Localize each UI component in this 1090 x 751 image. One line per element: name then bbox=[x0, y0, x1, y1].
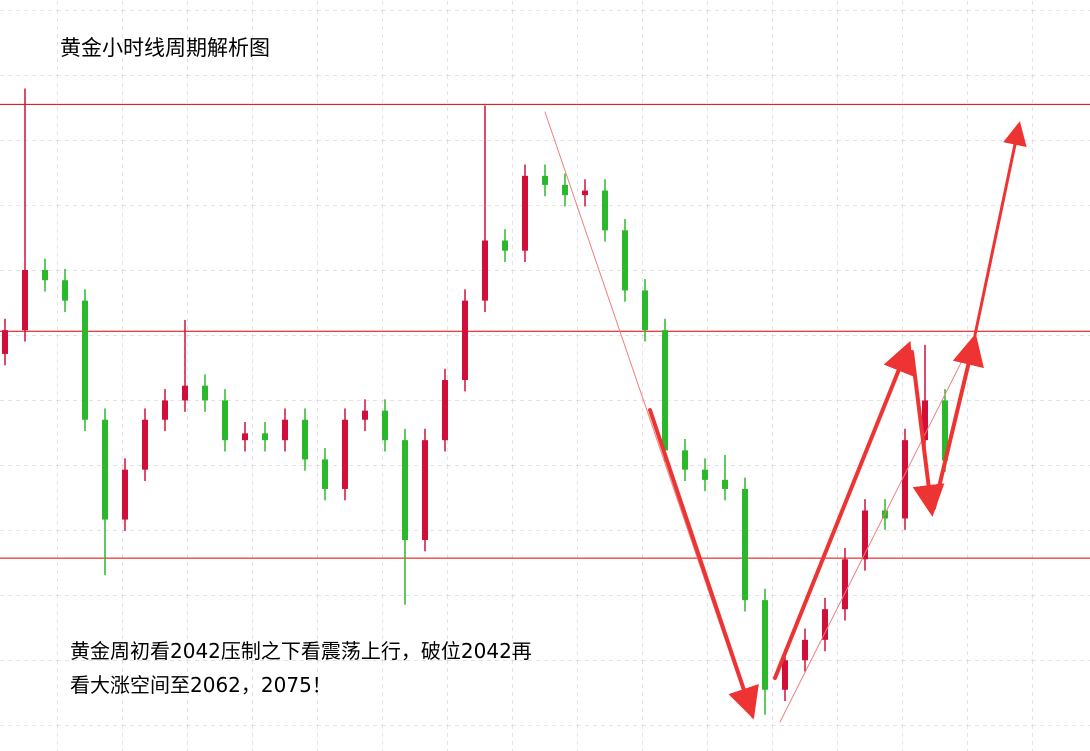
candle-body bbox=[82, 300, 88, 420]
chart-title: 黄金小时线周期解析图 bbox=[60, 36, 270, 60]
candle-body bbox=[862, 510, 868, 560]
candle-body bbox=[302, 419, 308, 460]
annotation: 看大涨空间至2062，2075！ bbox=[70, 673, 332, 697]
candle-body bbox=[462, 300, 468, 381]
candle-body bbox=[402, 440, 408, 540]
candle-body bbox=[722, 479, 728, 489]
candle-body bbox=[342, 419, 348, 489]
candle-body bbox=[522, 175, 528, 251]
candle-body bbox=[602, 190, 608, 231]
candle-body bbox=[902, 440, 908, 519]
candle-body bbox=[282, 419, 288, 441]
candle-body bbox=[502, 240, 508, 251]
candle-body bbox=[382, 410, 388, 441]
candle-body bbox=[442, 380, 448, 441]
candle-body bbox=[422, 440, 428, 540]
candle-body bbox=[842, 559, 848, 610]
candle-body bbox=[782, 660, 788, 690]
candle-body bbox=[642, 290, 648, 331]
candle-body bbox=[202, 385, 208, 401]
candle-body bbox=[702, 469, 708, 480]
annotation: 黄金周初看2042压制之下看震荡上行，破位2042再 bbox=[70, 639, 532, 663]
candle-body bbox=[742, 488, 748, 601]
candle-body bbox=[922, 400, 928, 441]
candle-body bbox=[562, 184, 568, 196]
candle-body bbox=[122, 469, 128, 520]
candle-body bbox=[682, 450, 688, 470]
candle-body bbox=[42, 269, 48, 281]
candle-body bbox=[2, 330, 8, 354]
candle-body bbox=[662, 330, 668, 451]
plot bbox=[0, 88, 1090, 715]
candle-body bbox=[142, 419, 148, 470]
candle-body bbox=[582, 190, 588, 196]
candle-body bbox=[102, 419, 108, 520]
candle-body bbox=[322, 459, 328, 489]
candle-body bbox=[222, 400, 228, 441]
candle-body bbox=[482, 240, 488, 301]
candle-body bbox=[622, 230, 628, 291]
candle-body bbox=[362, 410, 368, 420]
candle-body bbox=[62, 280, 68, 301]
candle-body bbox=[542, 175, 548, 185]
candle-body bbox=[262, 433, 268, 441]
candle-body bbox=[162, 400, 168, 420]
candle-body bbox=[22, 269, 28, 331]
candle-body bbox=[942, 400, 948, 461]
candle-body bbox=[762, 600, 768, 690]
candle-body bbox=[802, 639, 808, 661]
candle-body bbox=[822, 609, 828, 640]
trend-arrows bbox=[544, 111, 1027, 723]
candle-body bbox=[182, 385, 188, 401]
candle-body bbox=[242, 433, 248, 441]
